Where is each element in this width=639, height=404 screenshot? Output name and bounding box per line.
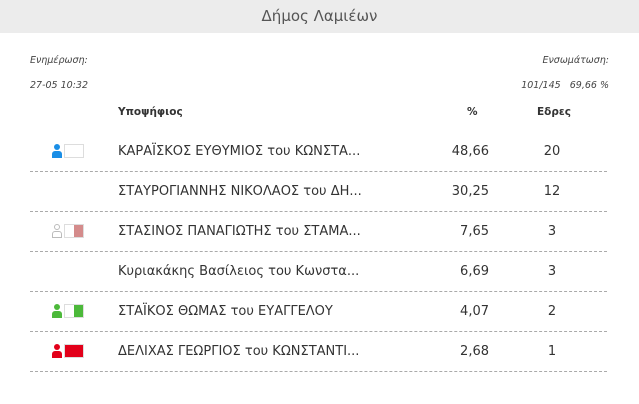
- party-color-box: [64, 224, 84, 238]
- candidate-seats: 3: [547, 224, 557, 239]
- party-color-box: [64, 304, 84, 318]
- candidate-row[interactable]: ΣΤΑΥΡΟΓΙΑΝΝΗΣ ΝΙΚΟΛΑΟΣ του ΔΗ... 30,25 1…: [30, 172, 607, 212]
- party-color-fill: [74, 225, 83, 237]
- candidate-row[interactable]: Κυριακάκης Βασίλειος του Κωνστα... 6,69 …: [30, 252, 607, 292]
- party-color-fill: [74, 305, 83, 317]
- person-icon: [52, 304, 62, 318]
- candidate-seats: 2: [547, 304, 557, 319]
- candidate-row[interactable]: ΣΤΑΪΚΟΣ ΘΩΜΑΣ του ΕΥΑΓΓΕΛΟΥ 4,07 2: [30, 292, 607, 332]
- column-seats: Εδρες: [537, 106, 571, 118]
- person-icon: [52, 344, 62, 358]
- candidate-row[interactable]: ΣΤΑΣΙΝΟΣ ΠΑΝΑΓΙΩΤΗΣ του ΣΤΑΜΑ... 7,65 3: [30, 212, 607, 252]
- column-pct: %: [467, 106, 478, 118]
- candidate-row[interactable]: ΔΕΛΙΧΑΣ ΓΕΩΡΓΙΟΣ του ΚΩΝΣΤΑΝΤΙ... 2,68 1: [30, 332, 607, 372]
- party-icon: [52, 144, 86, 158]
- integration-value: 101/145 69,66 %: [521, 80, 609, 91]
- person-icon: [52, 144, 62, 158]
- candidate-name: ΣΤΑΣΙΝΟΣ ΠΑΝΑΓΙΩΤΗΣ του ΣΤΑΜΑ...: [118, 224, 361, 239]
- candidate-name: ΣΤΑΪΚΟΣ ΘΩΜΑΣ του ΕΥΑΓΓΕΛΟΥ: [118, 304, 333, 319]
- candidate-pct: 6,69: [460, 264, 489, 279]
- candidate-name: ΔΕΛΙΧΑΣ ΓΕΩΡΓΙΟΣ του ΚΩΝΣΤΑΝΤΙ...: [118, 344, 360, 359]
- update-time: 27-05 10:32: [30, 80, 89, 91]
- candidate-seats: 12: [543, 184, 561, 199]
- candidate-name: ΚΑΡΑΪΣΚΟΣ ΕΥΘΥΜΙΟΣ του ΚΩΝΣΤΑ...: [118, 144, 361, 159]
- column-candidate: Υποψήφιος: [118, 106, 183, 118]
- party-icon: [52, 304, 86, 318]
- candidate-name: Κυριακάκης Βασίλειος του Κωνστα...: [118, 264, 360, 279]
- party-icon: [52, 344, 86, 358]
- update-label: Ενημέρωση:: [30, 55, 88, 66]
- party-icon: [52, 224, 86, 238]
- integration-label: Ενσωμάτωση:: [542, 55, 609, 66]
- party-color-box: [64, 144, 84, 158]
- person-icon: [52, 224, 62, 238]
- municipality-title: Δήμος Λαμιέων: [0, 0, 639, 33]
- candidate-pct: 48,66: [451, 144, 489, 159]
- candidate-seats: 20: [543, 144, 561, 159]
- candidate-pct: 30,25: [451, 184, 489, 199]
- candidate-pct: 7,65: [460, 224, 489, 239]
- candidate-pct: 4,07: [460, 304, 489, 319]
- candidate-seats: 1: [547, 344, 557, 359]
- candidate-row[interactable]: ΚΑΡΑΪΣΚΟΣ ΕΥΘΥΜΙΟΣ του ΚΩΝΣΤΑ... 48,66 2…: [30, 132, 607, 172]
- candidate-pct: 2,68: [460, 344, 489, 359]
- candidate-seats: 3: [547, 264, 557, 279]
- party-color-box: [64, 344, 84, 358]
- party-color-fill: [65, 345, 83, 357]
- candidate-name: ΣΤΑΥΡΟΓΙΑΝΝΗΣ ΝΙΚΟΛΑΟΣ του ΔΗ...: [118, 184, 362, 199]
